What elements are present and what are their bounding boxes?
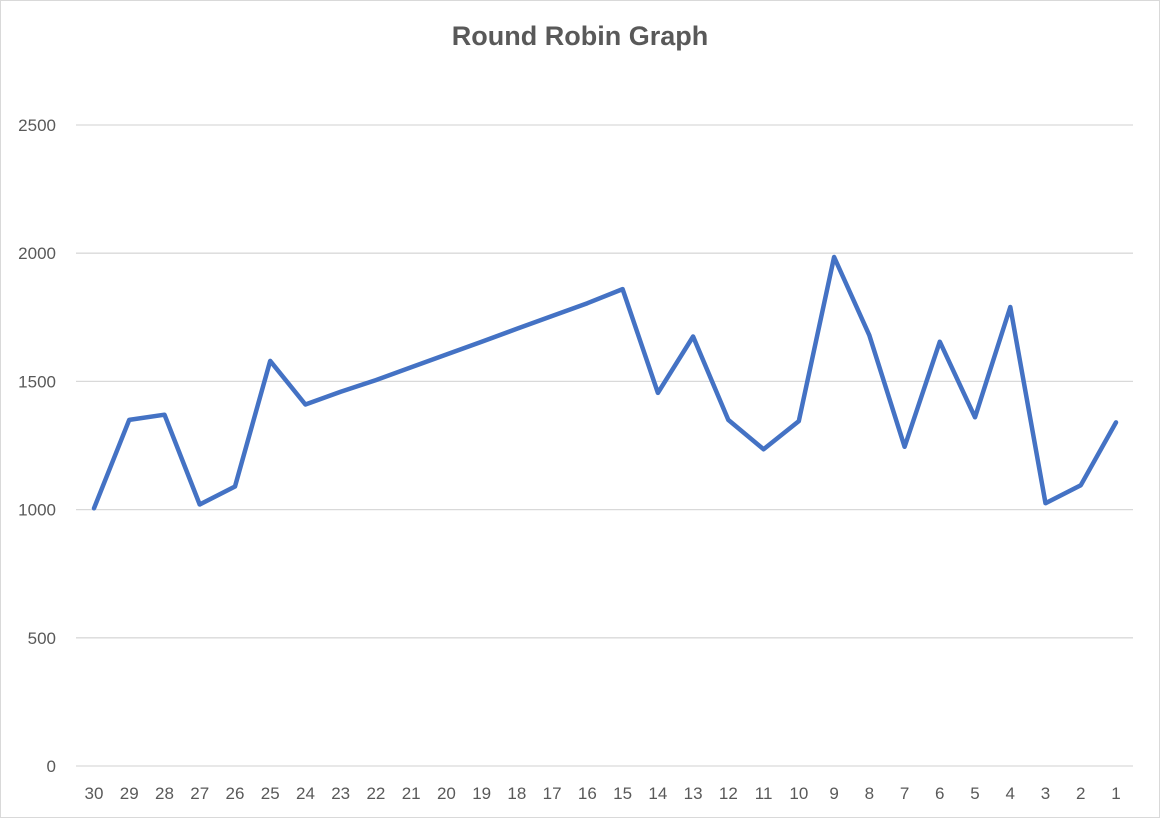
data-point xyxy=(1044,501,1048,505)
data-point xyxy=(621,287,625,291)
data-point xyxy=(1079,483,1083,487)
x-tick-label: 23 xyxy=(331,784,350,803)
data-point xyxy=(1114,420,1118,424)
data-point xyxy=(867,333,871,337)
data-point xyxy=(1008,305,1012,309)
y-tick-label: 0 xyxy=(47,757,56,776)
x-tick-label: 11 xyxy=(755,784,773,803)
data-point xyxy=(339,390,343,394)
series-line-0 xyxy=(91,254,1119,511)
y-tick-label: 1000 xyxy=(18,501,56,520)
x-tick-label: 28 xyxy=(155,784,174,803)
x-tick-label: 18 xyxy=(507,784,526,803)
series-layer xyxy=(91,254,1119,511)
y-tick-label: 500 xyxy=(28,629,56,648)
y-axis-tick-labels: 0 500 1000 1500 2000 2500 xyxy=(18,116,56,776)
x-tick-label: 5 xyxy=(970,784,979,803)
y-tick-label: 2000 xyxy=(18,244,56,263)
x-tick-label: 30 xyxy=(85,784,104,803)
x-tick-label: 24 xyxy=(296,784,315,803)
x-tick-label: 10 xyxy=(789,784,808,803)
x-tick-label: 6 xyxy=(935,784,944,803)
x-tick-label: 3 xyxy=(1041,784,1050,803)
x-tick-label: 16 xyxy=(578,784,597,803)
data-point xyxy=(973,415,977,419)
data-point xyxy=(127,418,131,422)
data-point xyxy=(409,365,413,369)
data-point xyxy=(585,301,589,305)
data-point xyxy=(762,447,766,451)
data-point xyxy=(903,445,907,449)
x-tick-label: 2 xyxy=(1076,784,1085,803)
data-point xyxy=(832,255,836,259)
x-tick-label: 21 xyxy=(402,784,421,803)
data-point xyxy=(268,359,272,363)
data-point xyxy=(691,335,695,339)
x-tick-label: 9 xyxy=(829,784,838,803)
x-tick-label: 4 xyxy=(1006,784,1015,803)
gridlines xyxy=(76,124,1133,767)
x-tick-label: 29 xyxy=(120,784,139,803)
data-point xyxy=(303,402,307,406)
data-point xyxy=(726,418,730,422)
data-point xyxy=(550,314,554,318)
x-tick-label: 1 xyxy=(1111,784,1120,803)
data-point xyxy=(656,391,660,395)
x-tick-label: 12 xyxy=(719,784,738,803)
data-point xyxy=(233,485,237,489)
data-point xyxy=(162,413,166,417)
x-tick-label: 14 xyxy=(648,784,667,803)
data-point xyxy=(480,340,484,344)
data-point xyxy=(797,419,801,423)
x-tick-label: 20 xyxy=(437,784,456,803)
data-point xyxy=(198,502,202,506)
x-tick-label: 19 xyxy=(472,784,491,803)
y-tick-label: 1500 xyxy=(18,372,56,391)
x-tick-label: 17 xyxy=(543,784,562,803)
x-tick-label: 25 xyxy=(261,784,280,803)
x-tick-label: 15 xyxy=(613,784,632,803)
data-point xyxy=(444,352,448,356)
x-tick-label: 13 xyxy=(684,784,703,803)
x-axis-tick-labels: 30 29 28 27 26 25 24 23 22 21 20 19 18 17 16 15 14 13 12 11… xyxy=(85,784,1121,803)
data-point xyxy=(515,327,519,331)
x-tick-label: 22 xyxy=(366,784,385,803)
x-tick-label: 27 xyxy=(190,784,209,803)
data-point xyxy=(938,340,942,344)
data-point xyxy=(92,506,96,510)
x-tick-label: 26 xyxy=(226,784,245,803)
x-tick-label: 7 xyxy=(900,784,909,803)
x-tick-label: 8 xyxy=(865,784,874,803)
chart-title: Round Robin Graph xyxy=(451,21,709,51)
y-tick-label: 2500 xyxy=(18,116,56,135)
data-point xyxy=(374,378,378,382)
